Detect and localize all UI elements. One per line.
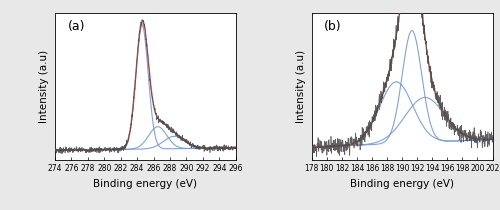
X-axis label: Binding energy (eV): Binding energy (eV): [94, 179, 198, 189]
X-axis label: Binding energy (eV): Binding energy (eV): [350, 179, 454, 189]
Y-axis label: Intensity (a.u): Intensity (a.u): [40, 50, 50, 123]
Y-axis label: Intensity (a.u): Intensity (a.u): [296, 50, 306, 123]
Text: (b): (b): [324, 20, 342, 33]
Text: (a): (a): [68, 20, 85, 33]
